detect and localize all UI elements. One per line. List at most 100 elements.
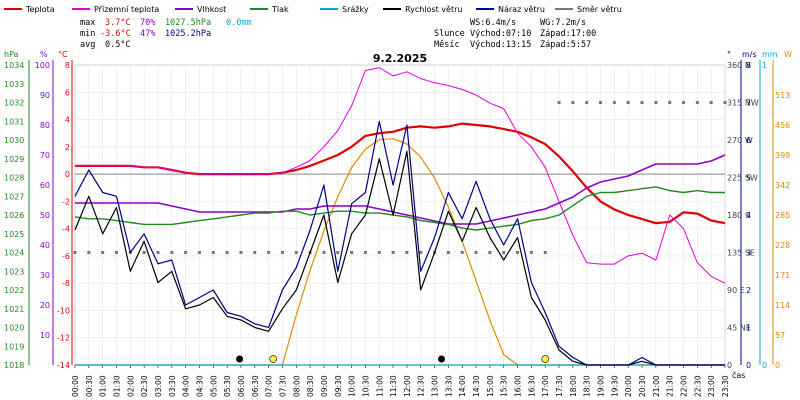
wind-dir-point (460, 251, 464, 254)
x-tick-label: 23:30 (721, 375, 730, 397)
legend-label: Rychlost větru (405, 5, 462, 14)
chart-series (73, 67, 727, 366)
hum-tick-label: 50 (40, 211, 50, 220)
stats-max-label: max (80, 18, 95, 28)
wind-dir-point (225, 251, 229, 254)
temp-tick-label: 8 (65, 61, 70, 70)
wind-dir-point (253, 251, 257, 254)
wind-dir-point (516, 251, 520, 254)
x-tick-label: 18:00 (569, 375, 578, 397)
series-line-rychlost-v-tru (74, 150, 725, 366)
press-tick-label: 1022 (4, 286, 24, 295)
hum-tick-label: 80 (40, 121, 50, 130)
x-tick-label: 07:30 (278, 375, 287, 397)
stats-max-rain: 0.0mm (226, 18, 252, 28)
x-tick-label: 09:00 (320, 375, 329, 397)
press-tick-label: 1028 (4, 174, 24, 183)
wind-dir-point (114, 251, 118, 254)
chart-axes: -14-12-10-8-6-4-202468101810191020102110… (4, 60, 790, 370)
wind-dir-point (322, 251, 326, 254)
wind-dir-point (267, 251, 271, 254)
rain-tick-label: 1 (762, 61, 767, 70)
stats-min-hum: 47% (140, 29, 155, 39)
wind-dir-point (419, 251, 423, 254)
stats-avg-label: avg (80, 40, 95, 50)
moon-marker (437, 355, 445, 363)
press-tick-label: 1033 (4, 80, 24, 89)
wind-dir-point (101, 251, 105, 254)
solar-tick-label: 0 (775, 361, 780, 370)
wind-dir-point (709, 101, 713, 104)
wind-dir-point (377, 251, 381, 254)
solar-tick-label: 342 (775, 181, 790, 190)
press-tick-label: 1025 (4, 230, 24, 239)
hum-tick-label: 90 (40, 91, 50, 100)
x-tick-label: 22:30 (693, 375, 702, 397)
dir-tick-label: 225 SW (727, 174, 758, 183)
x-axis-label: čas (732, 370, 745, 380)
press-tick-label: 1019 (4, 342, 24, 351)
wind-dir-point (73, 251, 77, 254)
wind-dir-point (363, 251, 367, 254)
chart-title: 9.2.2025 (373, 52, 427, 65)
sun-label: Slunce (434, 29, 465, 39)
solar-tick-label: 399 (775, 151, 790, 160)
x-tick-label: 08:30 (306, 375, 315, 397)
axis-solar-label: W (784, 50, 792, 59)
chart-labels: 00:00 00:30 01:00 01:30 02:00 02:30 03:00 03:30… (71, 375, 730, 397)
wind-tick-label: 6 (746, 136, 751, 145)
press-tick-label: 1030 (4, 136, 24, 145)
temp-tick-label: -12 (57, 334, 70, 343)
x-tick-label: 21:30 (666, 375, 675, 397)
dir-tick-label: 270 W (727, 136, 753, 145)
moon-set: Západ:5:57 (540, 40, 591, 50)
wind-dir-point (626, 101, 630, 104)
wind-dir-point (350, 251, 354, 254)
x-tick-label: 17:30 (555, 375, 564, 397)
press-tick-label: 1021 (4, 305, 24, 314)
dir-tick-label: 360 N (727, 61, 751, 70)
dir-tick-label: 0 (727, 361, 732, 370)
wind-dir-point (502, 251, 506, 254)
wind-tick-label: 2 (746, 286, 751, 295)
wind-dir-point (211, 251, 215, 254)
hum-tick-label: 20 (40, 301, 50, 310)
solar-tick-label: 228 (775, 241, 790, 250)
stats-max-hum: 70% (140, 18, 155, 28)
x-tick-label: 00:30 (85, 375, 94, 397)
moon-marker (236, 355, 244, 363)
x-tick-label: 12:00 (403, 375, 412, 397)
temp-tick-label: -14 (57, 361, 70, 370)
x-tick-label: 09:30 (334, 375, 343, 397)
x-tick-label: 03:00 (154, 375, 163, 397)
x-tick-label: 03:30 (168, 375, 177, 397)
x-tick-label: 04:30 (195, 375, 204, 397)
x-tick-label: 20:30 (638, 375, 647, 397)
x-tick-label: 08:00 (292, 375, 301, 397)
x-tick-label: 21:00 (652, 375, 661, 397)
sun-marker (541, 355, 550, 363)
x-tick-label: 01:30 (112, 375, 121, 397)
x-tick-label: 06:30 (251, 375, 260, 397)
x-tick-label: 11:00 (375, 375, 384, 397)
legend-label: Směr větru (577, 5, 622, 14)
temp-tick-label: -10 (57, 306, 70, 315)
axis-rain-label: mm (762, 50, 778, 59)
legend-label: Tlak (271, 5, 289, 14)
x-tick-label: 14:00 (458, 375, 467, 397)
wind-dir-point (682, 101, 686, 104)
temp-tick-label: 6 (65, 88, 70, 97)
wind-dir-point (294, 251, 298, 254)
legend-label: Přízemní teplota (94, 5, 159, 14)
stats-min-label: min (80, 29, 95, 39)
stats-max-press: 1027.5hPa (165, 18, 211, 28)
wind-dir-point (654, 101, 658, 104)
axis-headers: hPa % °C ° m/s mm W čas (4, 50, 792, 380)
info-block: WS:6.4m/s WG:7.2m/s Slunce Východ:07:10 … (434, 18, 596, 50)
dir-tick-label: 315 NW (727, 99, 759, 108)
wind-speed-info: WS:6.4m/s (470, 18, 516, 28)
x-tick-label: 10:00 (348, 375, 357, 397)
stats-avg-temp: 0.5°C (105, 40, 131, 50)
x-tick-label: 15:30 (500, 375, 509, 397)
wind-dir-point (599, 101, 603, 104)
